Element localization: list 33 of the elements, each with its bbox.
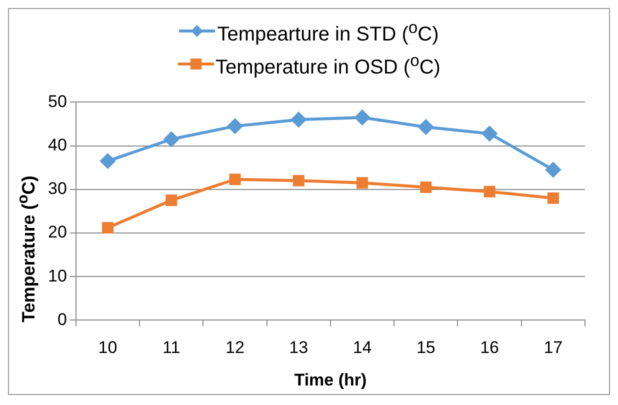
point — [291, 112, 306, 128]
point — [354, 110, 370, 125]
point — [229, 174, 241, 186]
point — [164, 132, 179, 147]
y-tick-label: 20 — [48, 222, 67, 242]
legend-label: Temperature in OSD ($^{o}$C) — [216, 50, 440, 80]
point — [418, 120, 434, 135]
x-tick-label: 17 — [544, 338, 563, 358]
point — [356, 177, 368, 189]
point — [482, 126, 498, 142]
x-tick-label: 15 — [416, 338, 436, 358]
point — [102, 222, 114, 234]
point — [228, 118, 242, 134]
x-tick-label: 13 — [289, 338, 308, 358]
point — [484, 186, 496, 198]
point — [547, 192, 559, 204]
y-tick-label: 10 — [48, 266, 67, 286]
point — [546, 162, 561, 178]
legend-label: Tempearture in STD ($^{o}$C) — [217, 17, 439, 48]
point — [292, 174, 304, 186]
y-tick-label: 0 — [57, 310, 67, 329]
x-axis-title: Time (hr) — [294, 370, 367, 390]
y-tick-label: 30 — [48, 179, 67, 198]
x-tick-label: 10 — [98, 338, 118, 358]
x-tick-label: 16 — [480, 338, 500, 358]
y-tick-label: 50 — [48, 92, 67, 111]
point — [420, 181, 432, 193]
x-tick-label: 14 — [352, 338, 372, 358]
point — [166, 194, 178, 206]
x-tick-label: 12 — [226, 338, 244, 358]
x-tick-label: 11 — [162, 338, 180, 358]
point — [100, 154, 116, 169]
y-tick-label: 40 — [48, 135, 67, 154]
